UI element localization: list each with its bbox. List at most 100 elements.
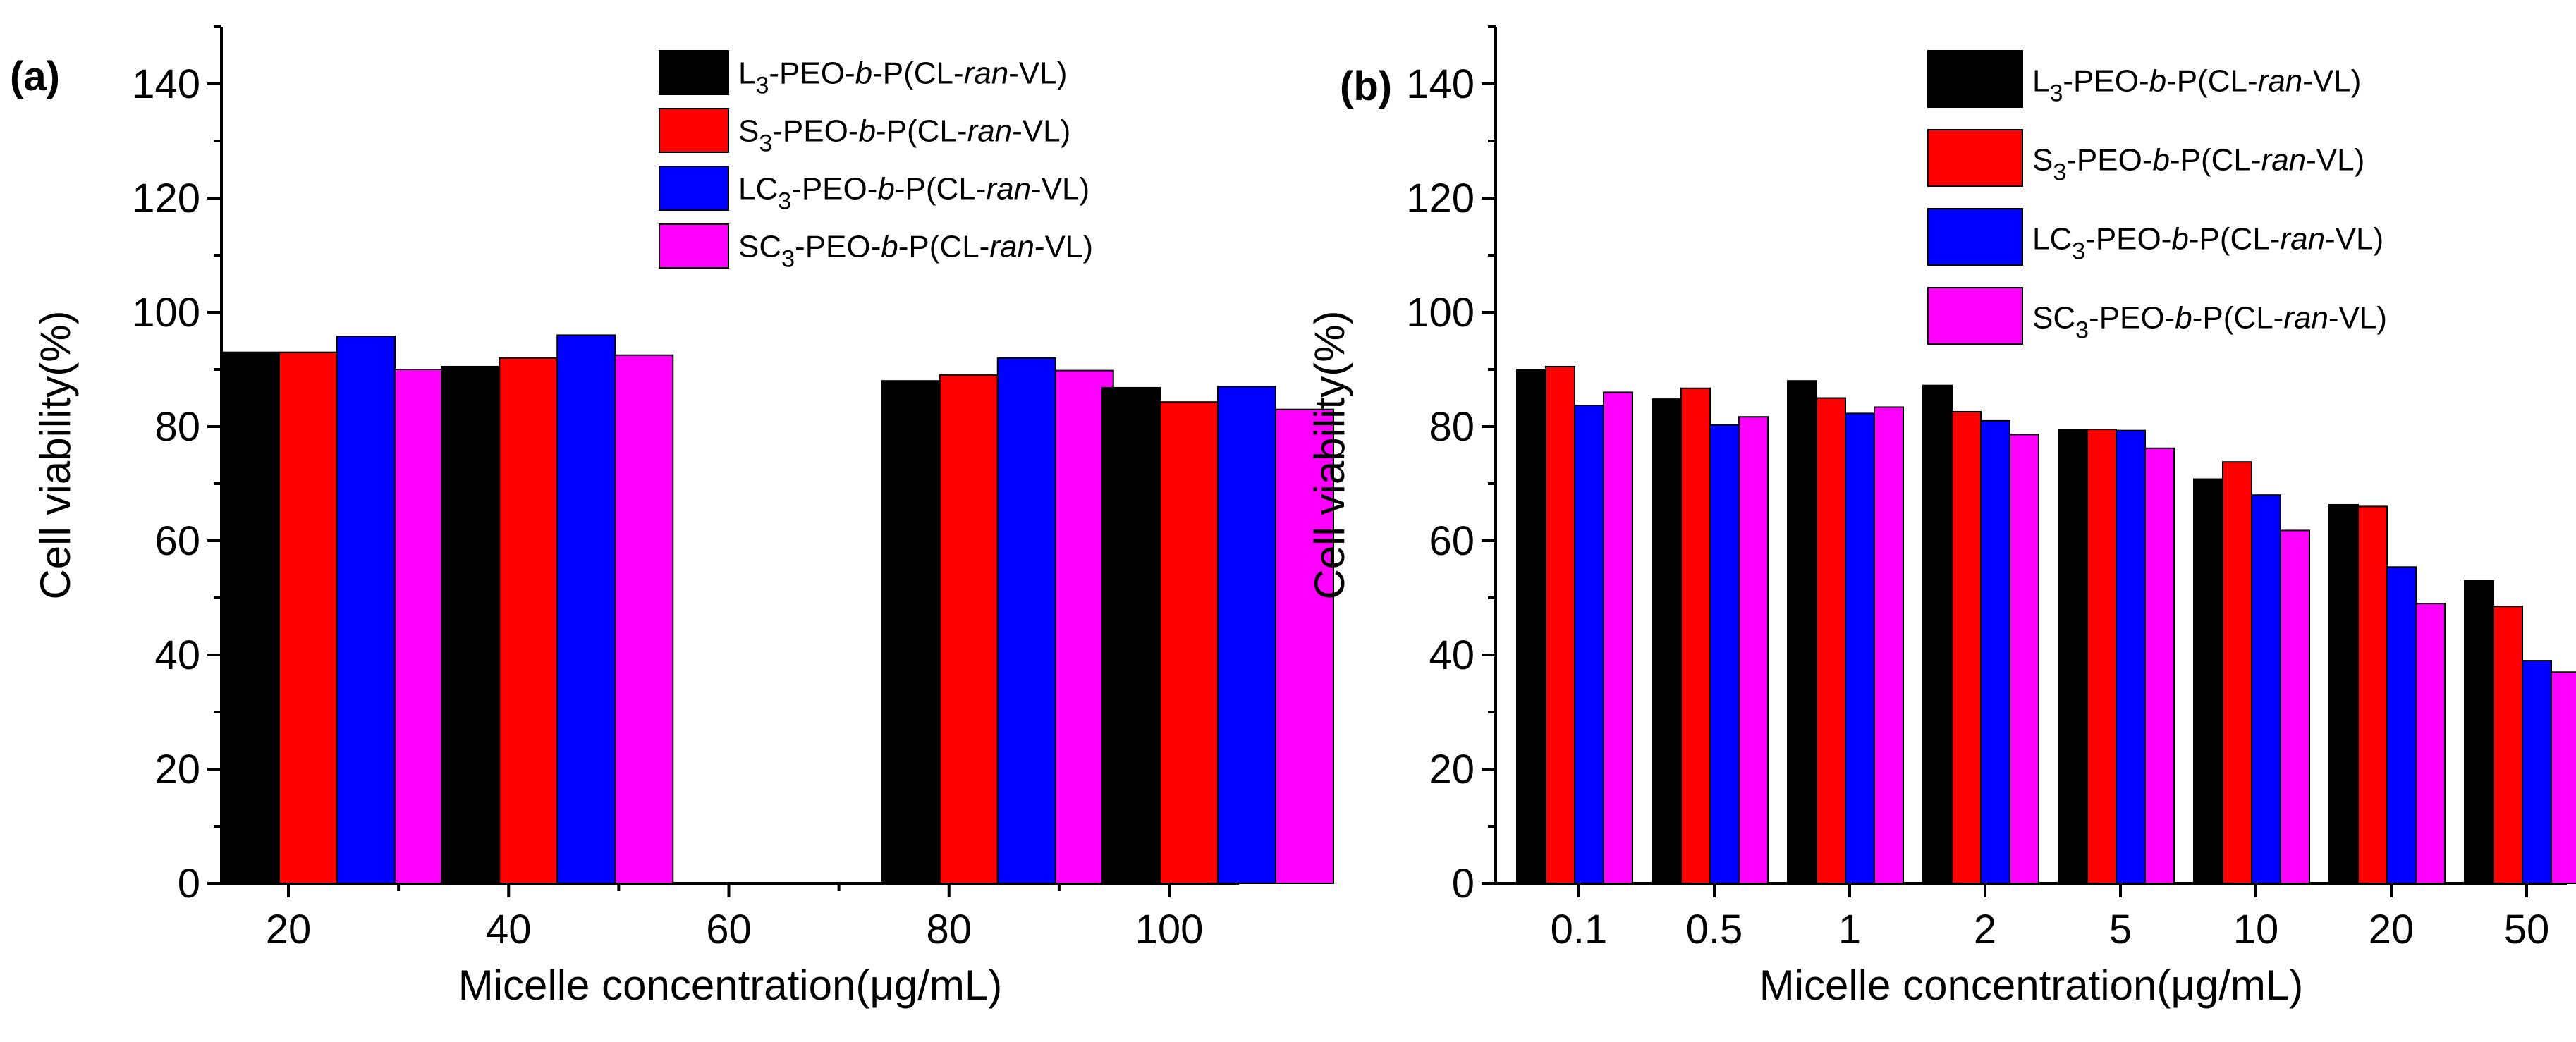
legend-label-mid2: -P(CL-	[898, 229, 990, 264]
y-tick-label: 40	[154, 632, 200, 678]
y-tick-label: 40	[1429, 632, 1475, 678]
bar-series0-5	[2058, 429, 2088, 884]
x-tick-label: 0.1	[1551, 907, 1608, 952]
legend-label: S3-PEO-b-P(CL-ran-VL)	[2032, 143, 2364, 186]
bar-lc3-20	[336, 336, 396, 884]
bar-s3-100	[1159, 401, 1219, 884]
x-axis-title: Micelle concentration(μg/mL)	[458, 962, 1003, 1009]
legend-label-b: b	[2153, 143, 2170, 178]
bar-l3-40	[441, 365, 501, 884]
legend-label-suffix: -VL)	[1031, 171, 1089, 206]
x-tick-label: 20	[2369, 907, 2415, 952]
bar-lc3-80	[996, 357, 1056, 884]
x-tick-label: 2	[1974, 907, 1996, 952]
legend-label-ran: ran	[2280, 222, 2325, 257]
legend-label-subscript: 3	[778, 188, 791, 214]
y-tick-label: 20	[154, 747, 200, 792]
bar-series2-20	[2386, 566, 2417, 884]
bar-s3-40	[499, 357, 558, 884]
legend-label-b: b	[2149, 64, 2166, 99]
bar-series0-20	[2328, 503, 2359, 884]
y-tick-label: 120	[1406, 176, 1475, 221]
legend-label-ran: ran	[967, 114, 1013, 148]
legend-label-subscript: 3	[2053, 159, 2066, 186]
bar-s3-20	[279, 351, 338, 884]
legend-label-suffix: -VL)	[2302, 64, 2361, 99]
panel-b-chart: 0 20 40 60 80 100 120 140 0.1 0.5 1 2 5 10 20 50 Micelle…	[1306, 25, 2576, 1009]
y-tick-label: 60	[154, 518, 200, 564]
bar-series1-50	[2493, 606, 2523, 885]
y-tick-label: 80	[1429, 404, 1475, 450]
legend-label-suffix: -VL)	[1008, 56, 1067, 90]
legend-label-mid: -PEO-	[772, 114, 858, 148]
bar-series2-1	[1845, 412, 1875, 884]
bar-series0-0.1	[1516, 369, 1546, 884]
legend-label-b: b	[2171, 222, 2188, 257]
legend-label-ran: ran	[989, 229, 1034, 264]
legend-label: LC3-PEO-b-P(CL-ran-VL)	[2032, 222, 2383, 265]
legend-label-prefix: L	[738, 56, 755, 90]
legend-label: SC3-PEO-b-P(CL-ran-VL)	[2032, 301, 2387, 344]
legend-label-mid: -PEO-	[2089, 301, 2175, 336]
bar-series2-5	[2116, 429, 2146, 884]
legend-swatch	[1927, 50, 2023, 108]
x-tick-label: 50	[2504, 907, 2550, 952]
y-tick-label: 60	[1429, 518, 1475, 564]
legend-label-mid: -PEO-	[2066, 143, 2152, 178]
legend-swatch	[659, 223, 729, 269]
x-tick-label: 0.5	[1686, 907, 1743, 952]
bar-series3-0.1	[1603, 391, 1633, 884]
legend-label-subscript: 3	[759, 130, 772, 157]
x-tick-label: 80	[926, 907, 972, 952]
bar-l3-100	[1101, 386, 1161, 884]
legend-label-prefix: LC	[738, 171, 778, 206]
legend-label-subscript: 3	[2072, 238, 2085, 265]
legend-label-b: b	[877, 171, 894, 206]
legend-swatch	[659, 50, 729, 95]
bar-series0-10	[2193, 478, 2223, 884]
y-tick-label: 140	[1406, 61, 1475, 107]
y-tick-label: 80	[154, 404, 200, 450]
bar-series2-0.5	[1709, 424, 1740, 884]
y-axis-title: Cell viability(%)	[1306, 310, 1353, 599]
legend-label-mid2: -P(CL-	[876, 114, 967, 148]
legend-label-b: b	[881, 229, 898, 264]
bar-series3-5	[2144, 447, 2175, 884]
x-tick-label: 20	[266, 907, 312, 952]
bar-series1-0.5	[1680, 387, 1711, 884]
legend-label: L3-PEO-b-P(CL-ran-VL)	[2032, 64, 2361, 107]
bar-series2-2	[1980, 419, 2010, 884]
x-tick-label: 40	[486, 907, 532, 952]
bar-series1-1	[1816, 397, 1846, 884]
legend-label-b: b	[859, 114, 876, 148]
legend-label-prefix: S	[738, 114, 759, 148]
y-tick-label: 100	[132, 290, 200, 336]
legend-label-prefix: S	[2032, 143, 2053, 178]
x-tick-label: 1	[1838, 907, 1861, 952]
legend-label-b: b	[855, 56, 872, 90]
x-tick-label: 5	[2109, 907, 2132, 952]
legend-label-subscript: 3	[781, 245, 795, 272]
bar-series3-1	[1874, 406, 1904, 884]
bar-series0-0.5	[1652, 398, 1682, 884]
legend-label-suffix: -VL)	[1012, 114, 1070, 148]
panel-label: (a)	[10, 54, 60, 99]
bar-s3-80	[939, 374, 999, 884]
bar-series0-2	[1922, 384, 1953, 884]
legend-swatch	[659, 108, 729, 153]
y-tick-label: 20	[1429, 747, 1475, 792]
legend-label-mid2: -P(CL-	[872, 56, 964, 90]
legend: L3-PEO-b-P(CL-ran-VL)S3-PEO-b-P(CL-ran-V…	[659, 50, 1093, 272]
y-tick-label: 0	[1452, 861, 1475, 907]
bar-lc3-100	[1217, 386, 1276, 884]
bar-lc3-40	[556, 334, 616, 884]
bar-series1-2	[1951, 410, 1982, 884]
bar-series1-10	[2222, 461, 2252, 884]
panel-label: (b)	[1340, 63, 1392, 109]
bar-series3-20	[2415, 603, 2446, 884]
legend-label-suffix: -VL)	[1034, 229, 1093, 264]
legend-label-b: b	[2175, 301, 2192, 336]
legend-label-suffix: -VL)	[2325, 222, 2383, 257]
legend-label-subscript: 3	[2075, 317, 2089, 344]
